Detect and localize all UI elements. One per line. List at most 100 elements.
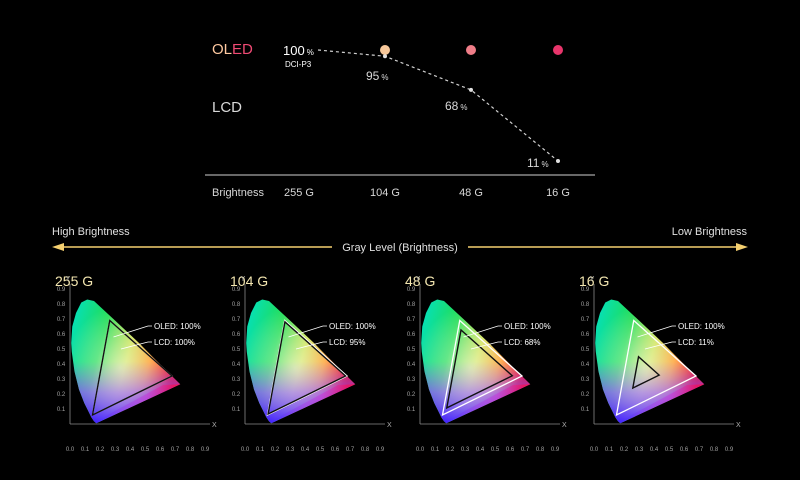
cie-x-tick-label: 0.3 (286, 447, 295, 453)
cie-y-tick-label: 0.9 (232, 287, 241, 293)
oled-gamut-triangle (615, 319, 698, 417)
cie-panel-title: 255 G (55, 273, 93, 289)
oled-gamut-label: OLED: 100% (154, 322, 201, 331)
lcd-series-label: LCD (212, 99, 242, 116)
cie-x-tick-label: 0.4 (126, 447, 135, 453)
cie-x-axis-label: X (736, 422, 741, 429)
cie-x-tick-label: 0.8 (186, 447, 195, 453)
oled-value-unit: % (307, 48, 314, 57)
gray-level-axis: High Brightness Low Brightness Gray Leve… (52, 226, 748, 254)
oled-leader-line (113, 325, 152, 338)
cie-x-tick-label: 0.1 (256, 447, 265, 453)
cie-panel-title: 48 G (405, 273, 435, 289)
top-brightness-chart: OLED LCD 100% DCI-P3 95 % 68 % 11% Brightnes… (205, 41, 595, 199)
cie-horseshoe-white (421, 299, 531, 424)
cie-x-tick-label: 0.1 (81, 447, 90, 453)
cie-x-tick-label: 0.1 (605, 447, 614, 453)
cie-panel: 16 G X Y 0.0 0.1 0.2 0.3 0.4 0.5 0.6 0.7 0.8 0.9 0.1 0… (579, 273, 741, 453)
cie-y-tick-label: 0.4 (407, 362, 416, 368)
cie-x-tick-label: 0.2 (96, 447, 105, 453)
brightness-tick-label: 255 G (284, 187, 314, 199)
cie-x-tick-label: 0.8 (536, 447, 545, 453)
lcd-point (469, 87, 473, 92)
cie-x-tick-label: 0.0 (416, 447, 425, 453)
cie-x-tick-label: 0.6 (506, 447, 515, 453)
cie-x-tick-label: 0.1 (431, 447, 440, 453)
cie-y-tick-label: 0.4 (232, 362, 241, 368)
cie-y-tick-label: 0.3 (407, 377, 416, 383)
oled-gamut-label: OLED: 100% (329, 322, 376, 331)
cie-x-tick-label: 0.8 (361, 447, 370, 453)
cie-x-tick-label: 0.6 (156, 447, 165, 453)
cie-y-axis-label: Y (241, 276, 246, 283)
cie-x-tick-label: 0.2 (271, 447, 280, 453)
cie-panel-title: 16 G (579, 273, 609, 289)
cie-y-axis-label: Y (416, 276, 421, 283)
cie-y-tick-label: 0.2 (407, 392, 416, 398)
lcd-data-label: 68% (445, 99, 467, 113)
lcd-markers (383, 54, 560, 163)
cie-x-tick-label: 0.2 (446, 447, 455, 453)
cie-x-tick-label: 0.7 (346, 447, 355, 453)
lcd-gamut-triangle (267, 320, 347, 416)
lcd-gamut-triangle (91, 319, 174, 417)
cie-y-tick-label: 0.7 (407, 317, 416, 323)
cie-y-tick-label: 0.4 (581, 362, 590, 368)
cie-x-tick-label: 0.9 (376, 447, 385, 453)
cie-x-tick-label: 0.7 (171, 447, 180, 453)
cie-x-tick-label: 0.0 (241, 447, 250, 453)
cie-y-tick-label: 0.9 (57, 287, 66, 293)
cie-x-tick-label: 0.7 (521, 447, 530, 453)
oled-leader-line (637, 325, 676, 338)
brightness-category-labels: 255 G 104 G 48 G 16 G (284, 187, 570, 199)
cie-y-tick-label: 0.8 (57, 302, 66, 308)
lcd-data-labels: 95 % 68 % 11% (366, 69, 549, 170)
cie-x-tick-label: 0.8 (710, 447, 719, 453)
oled-leader-line (463, 325, 502, 338)
cie-x-tick-label: 0.0 (66, 447, 75, 453)
cie-x-tick-label: 0.9 (551, 447, 560, 453)
lcd-point (383, 54, 387, 59)
cie-y-tick-label: 0.9 (407, 287, 416, 293)
cie-y-tick-label: 0.7 (581, 317, 590, 323)
cie-y-tick-label: 0.9 (581, 287, 590, 293)
cie-y-tick-label: 0.3 (57, 377, 66, 383)
cie-y-tick-label: 0.5 (232, 347, 241, 353)
lcd-point (556, 159, 560, 163)
cie-y-axis-label: Y (590, 276, 595, 283)
cie-y-tick-label: 0.2 (581, 392, 590, 398)
cie-horseshoe-white (246, 299, 356, 424)
cie-x-tick-label: 0.5 (665, 447, 674, 453)
cie-y-tick-label: 0.7 (232, 317, 241, 323)
lcd-gamut-label: LCD: 11% (678, 338, 714, 347)
oled-label-part-1: OL (212, 41, 232, 58)
oled-gamut-label: OLED: 100% (678, 322, 725, 331)
cie-y-tick-label: 0.2 (232, 392, 241, 398)
lcd-gamut-triangle (445, 328, 514, 410)
lcd-leader-line (295, 341, 327, 350)
cie-panel-title: 104 G (230, 273, 268, 289)
cie-y-tick-label: 0.1 (407, 407, 416, 413)
cie-y-tick-label: 0.8 (407, 302, 416, 308)
cie-x-tick-label: 0.9 (201, 447, 210, 453)
oled-markers (380, 45, 563, 55)
cie-y-tick-label: 0.7 (57, 317, 66, 323)
gray-axis-title: Gray Level (Brightness) (342, 242, 458, 254)
cie-x-tick-label: 0.0 (590, 447, 599, 453)
cie-x-axis-label: X (212, 422, 217, 429)
cie-horseshoe-white (71, 299, 181, 424)
oled-point (553, 45, 563, 55)
cie-horseshoe-white (595, 299, 705, 424)
cie-x-tick-label: 0.6 (680, 447, 689, 453)
cie-y-tick-label: 0.1 (57, 407, 66, 413)
cie-y-tick-label: 0.5 (581, 347, 590, 353)
lcd-gamut-triangle (631, 355, 661, 390)
cie-x-tick-label: 0.6 (331, 447, 340, 453)
oled-series-label: OLED (212, 41, 253, 58)
oled-label-part-2: ED (232, 41, 253, 58)
oled-point (380, 45, 390, 55)
lcd-leader-line (644, 341, 676, 350)
low-brightness-label: Low Brightness (672, 226, 748, 238)
cie-x-tick-label: 0.3 (461, 447, 470, 453)
